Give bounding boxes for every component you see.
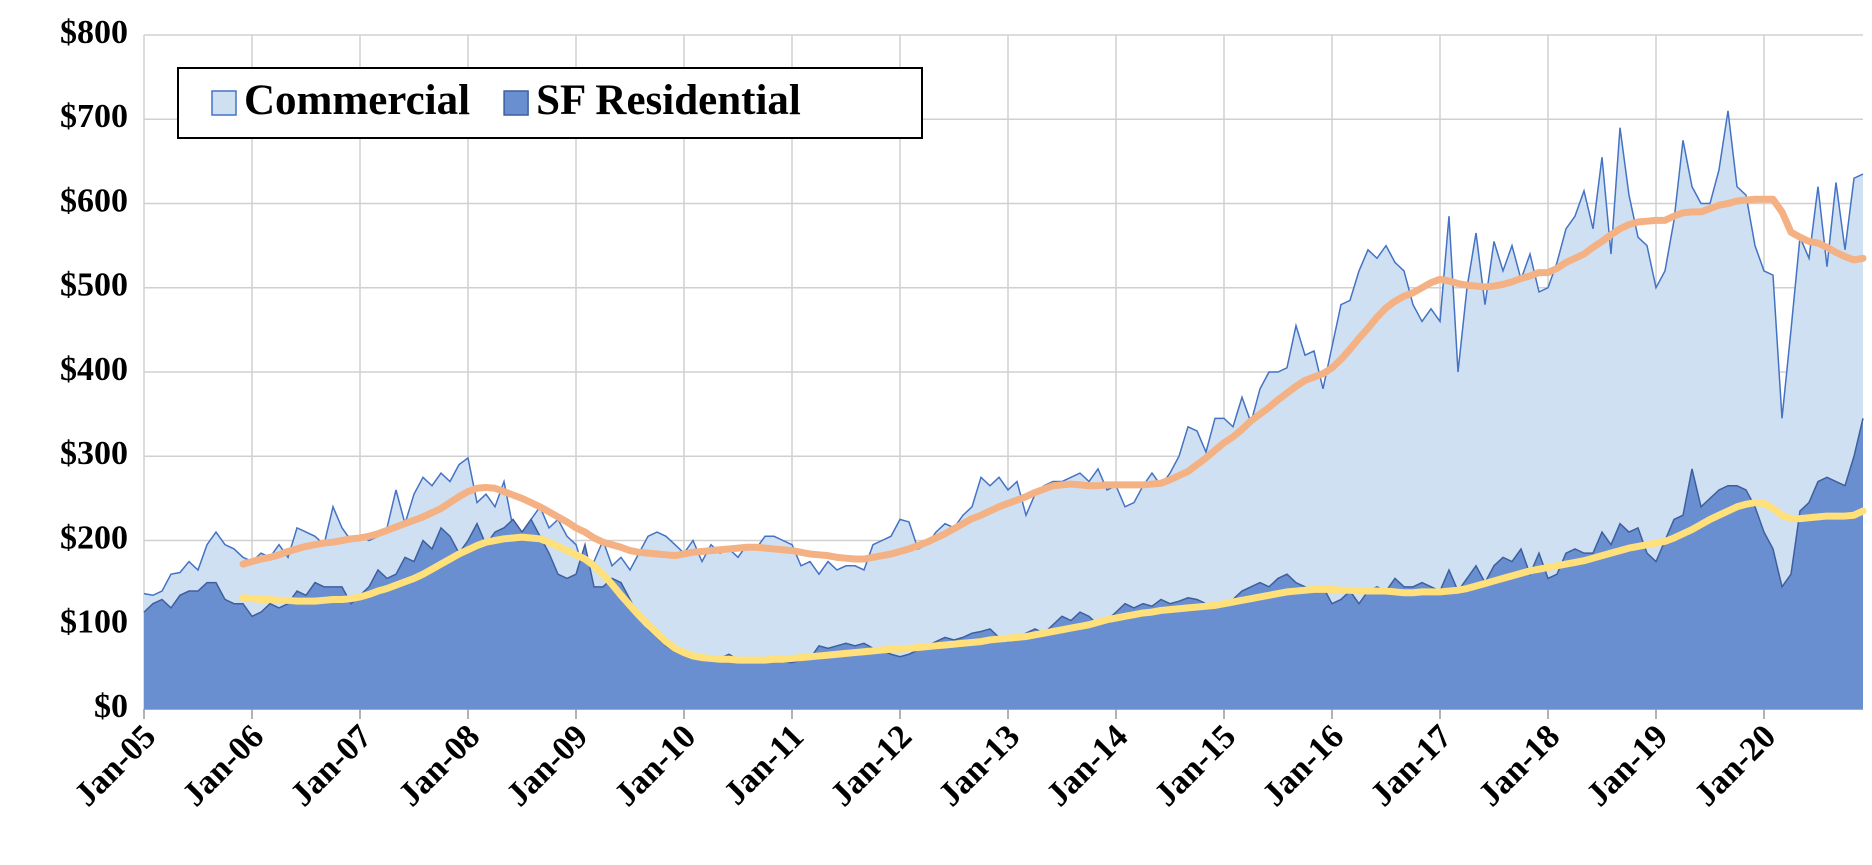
x-tick-label: Jan-06 xyxy=(176,718,272,814)
x-tick-label: Jan-20 xyxy=(1688,718,1784,814)
line xyxy=(239,195,1867,568)
legend-label: Commercial xyxy=(244,77,470,124)
x-tick-label: Jan-14 xyxy=(1040,718,1136,814)
x-tick-label: Jan-13 xyxy=(932,718,1028,814)
y-tick-label: $0 xyxy=(94,688,128,725)
y-tick-label: $200 xyxy=(60,519,128,556)
x-tick-label: Jan-15 xyxy=(1148,718,1244,814)
y-tick-label: $700 xyxy=(60,98,128,135)
legend-label: SF Residential xyxy=(536,77,801,124)
x-tick-label: Jan-17 xyxy=(1364,718,1460,814)
y-tick-label: $300 xyxy=(60,435,128,472)
y-tick-label: $800 xyxy=(60,14,128,51)
y-tick-label: $100 xyxy=(60,604,128,641)
legend: Commercial SF Residential xyxy=(177,67,923,139)
y-tick-label: $400 xyxy=(60,351,128,388)
y-tick-label: $600 xyxy=(60,182,128,219)
x-tick-label: Jan-16 xyxy=(1256,718,1352,814)
line xyxy=(239,499,1867,664)
x-tick-label: Jan-09 xyxy=(500,718,596,814)
legend-swatch xyxy=(211,90,237,116)
area-outline xyxy=(143,110,1864,597)
area xyxy=(144,418,1863,709)
x-tick-label: Jan-10 xyxy=(608,718,704,814)
x-tick-label: Jan-12 xyxy=(824,718,920,814)
x-tick-label: Jan-05 xyxy=(68,718,164,814)
area xyxy=(144,110,1863,709)
y-tick-label: $500 xyxy=(60,267,128,304)
x-tick-label: Jan-18 xyxy=(1472,718,1568,814)
legend-box xyxy=(177,67,923,139)
x-tick-label: Jan-19 xyxy=(1580,718,1676,814)
x-tick-label: Jan-11 xyxy=(717,718,811,812)
x-tick-label: Jan-08 xyxy=(392,718,488,814)
x-tick-label: Jan-07 xyxy=(284,718,380,814)
legend-swatch xyxy=(503,90,529,116)
